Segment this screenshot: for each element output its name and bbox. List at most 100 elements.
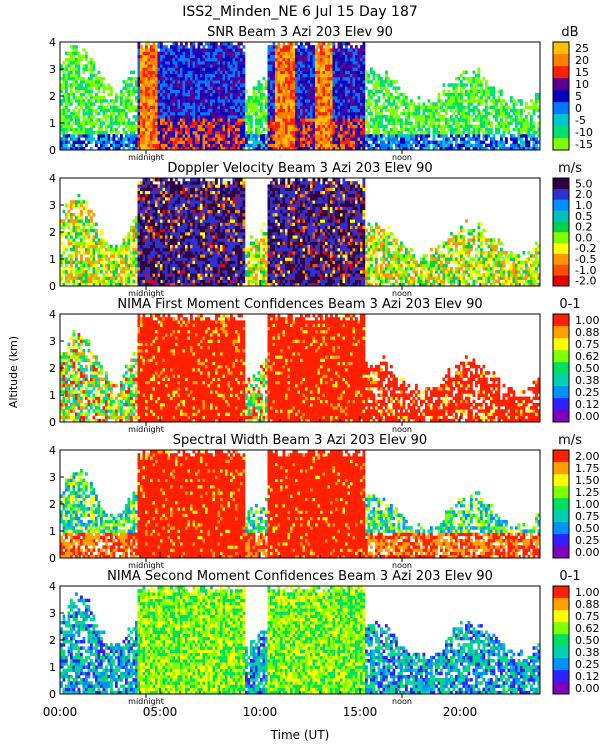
- panel-5-y-tick-label: 1: [49, 661, 56, 674]
- colorbar-label: -10: [575, 126, 593, 139]
- panel-5-y-tick-label: 3: [49, 607, 56, 620]
- colorbar-swatch: [553, 42, 569, 54]
- colorbar-swatch: [553, 386, 569, 398]
- x-tick-label: 05:00: [143, 705, 178, 719]
- colorbar-swatch: [553, 646, 569, 658]
- colorbar-label: 0.62: [575, 350, 600, 363]
- colorbar-label: 0.50: [575, 634, 600, 647]
- colorbar-swatch: [553, 534, 569, 546]
- colorbar-swatch: [553, 350, 569, 362]
- panel-2-y-tick-label: 0: [49, 280, 56, 293]
- panel-3-colorbar: 0.000.120.250.380.500.620.750.881.00: [553, 314, 600, 423]
- colorbar-swatch: [553, 189, 569, 200]
- colorbar-swatch: [553, 254, 569, 265]
- noon-label: noon: [392, 697, 412, 706]
- colorbar-swatch: [553, 462, 569, 474]
- panel-1-y-tick-label: 4: [49, 36, 56, 49]
- radar-wind-profiler-figure: ISS2_Minden_NE 6 Jul 15 Day 187 Altitude…: [0, 0, 600, 750]
- colorbar-label: 0.00: [575, 410, 600, 423]
- panel-1-y-tick-label: 0: [49, 144, 56, 157]
- panel-2: Doppler Velocity Beam 3 Azi 203 Elev 90 m…: [49, 161, 596, 298]
- colorbar-swatch: [553, 338, 569, 350]
- colorbar-swatch: [553, 374, 569, 386]
- colorbar-swatch: [553, 522, 569, 534]
- panel-5-y-tick-label: 2: [49, 634, 56, 647]
- colorbar-swatch: [553, 610, 569, 622]
- colorbar-label: 0: [575, 102, 582, 115]
- colorbar-label: 0.88: [575, 326, 600, 339]
- panel-2-y-tick-label: 1: [49, 253, 56, 266]
- colorbar-swatch: [553, 486, 569, 498]
- panel-2-y-tick-label: 2: [49, 226, 56, 239]
- colorbar-swatch: [553, 232, 569, 243]
- colorbar-label: 0.50: [575, 362, 600, 375]
- colorbar-label: 20: [575, 54, 589, 67]
- colorbar-swatch: [553, 102, 569, 114]
- panel-5-colorbar: 0.000.120.250.380.500.620.750.881.00: [553, 586, 600, 695]
- colorbar-swatch: [553, 314, 569, 326]
- colorbar-label: -15: [575, 138, 593, 151]
- panel-2-title: Doppler Velocity Beam 3 Azi 203 Elev 90: [167, 161, 432, 176]
- colorbar-swatch: [553, 598, 569, 610]
- panel-4-y-tick-label: 0: [49, 552, 56, 565]
- panel-3: NIMA First Moment Confidences Beam 3 Azi…: [49, 297, 600, 434]
- panel-1-units: dB: [561, 25, 578, 40]
- colorbar-label: 5: [575, 90, 582, 103]
- x-axis-label: Time (UT): [270, 728, 330, 742]
- colorbar-label: 5.0: [575, 177, 593, 190]
- colorbar-label: 0.50: [575, 522, 600, 535]
- colorbar-swatch: [553, 398, 569, 410]
- colorbar-swatch: [553, 243, 569, 254]
- colorbar-label: 0.25: [575, 534, 600, 547]
- panel-1-y-tick-label: 1: [49, 117, 56, 130]
- colorbar-swatch: [553, 210, 569, 221]
- colorbar-swatch: [553, 114, 569, 126]
- panel-4-y-tick-label: 4: [49, 444, 56, 457]
- panel-5-y-tick-label: 0: [49, 688, 56, 701]
- colorbar-label: 0.00: [575, 682, 600, 695]
- panel-3-units: 0-1: [559, 297, 580, 312]
- panel-5-title: NIMA Second Moment Confidences Beam 3 Az…: [107, 569, 493, 584]
- colorbar-label: 0.00: [575, 546, 600, 559]
- colorbar-label: 1.00: [575, 586, 600, 599]
- colorbar-label: 10: [575, 78, 589, 91]
- colorbar-label: 2.00: [575, 450, 600, 463]
- panel-4-y-tick-label: 1: [49, 525, 56, 538]
- colorbar-label: 1.75: [575, 462, 600, 475]
- colorbar-swatch: [553, 264, 569, 275]
- colorbar-label: 0.75: [575, 510, 600, 523]
- colorbar-swatch: [553, 474, 569, 486]
- panel-4-units: m/s: [558, 433, 582, 448]
- midnight-label: midnight: [128, 425, 164, 434]
- colorbar-swatch: [553, 510, 569, 522]
- colorbar-label: 0.38: [575, 646, 600, 659]
- panel-4-y-tick-label: 3: [49, 471, 56, 484]
- colorbar-label: 0.38: [575, 374, 600, 387]
- panel-4-heatmap: [60, 450, 540, 558]
- panel-2-y-tick-label: 4: [49, 172, 56, 185]
- colorbar-swatch: [553, 634, 569, 646]
- colorbar-swatch: [553, 178, 569, 189]
- colorbar-swatch: [553, 586, 569, 598]
- x-tick-label: 00:00: [43, 705, 78, 719]
- colorbar-swatch: [553, 410, 569, 422]
- panel-2-heatmap: [60, 178, 540, 286]
- panel-4-colorbar: 0.000.250.500.751.001.251.501.752.00: [553, 450, 600, 559]
- colorbar-label: 0.88: [575, 598, 600, 611]
- panel-2-units: m/s: [558, 161, 582, 176]
- colorbar-label: 25: [575, 42, 589, 55]
- colorbar-swatch: [553, 138, 569, 150]
- panels: SNR Beam 3 Azi 203 Elev 90 dB 0 1 2 3 4 midnigh…: [43, 25, 600, 719]
- colorbar-label: 0.75: [575, 338, 600, 351]
- colorbar-swatch: [553, 658, 569, 670]
- colorbar-label: 0.62: [575, 622, 600, 635]
- colorbar-swatch: [553, 90, 569, 102]
- colorbar-swatch: [553, 622, 569, 634]
- panel-1-title: SNR Beam 3 Azi 203 Elev 90: [207, 25, 393, 40]
- panel-5-units: 0-1: [559, 569, 580, 584]
- colorbar-label: 0.75: [575, 610, 600, 623]
- colorbar-swatch: [553, 450, 569, 462]
- colorbar-swatch: [553, 66, 569, 78]
- midnight-label: midnight: [128, 153, 164, 162]
